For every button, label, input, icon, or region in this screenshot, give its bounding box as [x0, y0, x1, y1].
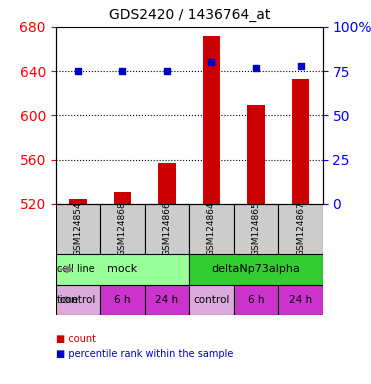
Text: control: control: [60, 295, 96, 305]
Text: GSM124866: GSM124866: [162, 202, 171, 257]
Text: GSM124868: GSM124868: [118, 202, 127, 257]
FancyBboxPatch shape: [189, 204, 234, 254]
Point: [253, 65, 259, 71]
Text: deltaNp73alpha: deltaNp73alpha: [211, 265, 301, 275]
Text: control: control: [193, 295, 230, 305]
Text: 24 h: 24 h: [289, 295, 312, 305]
Text: GSM124865: GSM124865: [252, 202, 260, 257]
FancyBboxPatch shape: [56, 285, 100, 315]
Text: mock: mock: [107, 265, 138, 275]
Point: [164, 68, 170, 74]
Text: GSM124864: GSM124864: [207, 202, 216, 256]
FancyBboxPatch shape: [278, 204, 323, 254]
Text: 6 h: 6 h: [248, 295, 264, 305]
Bar: [158, 163, 176, 204]
Point: [209, 59, 214, 65]
FancyBboxPatch shape: [234, 285, 278, 315]
Bar: [203, 36, 220, 204]
Text: ■ percentile rank within the sample: ■ percentile rank within the sample: [56, 349, 233, 359]
Bar: [292, 79, 309, 204]
FancyBboxPatch shape: [145, 204, 189, 254]
Text: 6 h: 6 h: [114, 295, 131, 305]
Point: [298, 63, 303, 69]
FancyBboxPatch shape: [56, 204, 100, 254]
Text: ■ count: ■ count: [56, 334, 96, 344]
Text: 24 h: 24 h: [155, 295, 178, 305]
Text: time: time: [56, 295, 79, 305]
FancyBboxPatch shape: [56, 254, 189, 285]
FancyBboxPatch shape: [278, 285, 323, 315]
Bar: [247, 105, 265, 204]
Text: cell line: cell line: [56, 265, 94, 275]
FancyBboxPatch shape: [189, 285, 234, 315]
Bar: [114, 192, 131, 204]
FancyBboxPatch shape: [145, 285, 189, 315]
FancyBboxPatch shape: [100, 204, 145, 254]
Text: GSM124867: GSM124867: [296, 202, 305, 257]
Point: [75, 68, 81, 74]
FancyBboxPatch shape: [234, 204, 278, 254]
Text: GSM124854: GSM124854: [73, 202, 82, 256]
Bar: [69, 199, 87, 204]
Point: [119, 68, 125, 74]
Title: GDS2420 / 1436764_at: GDS2420 / 1436764_at: [109, 8, 270, 22]
FancyBboxPatch shape: [100, 285, 145, 315]
FancyBboxPatch shape: [189, 254, 323, 285]
